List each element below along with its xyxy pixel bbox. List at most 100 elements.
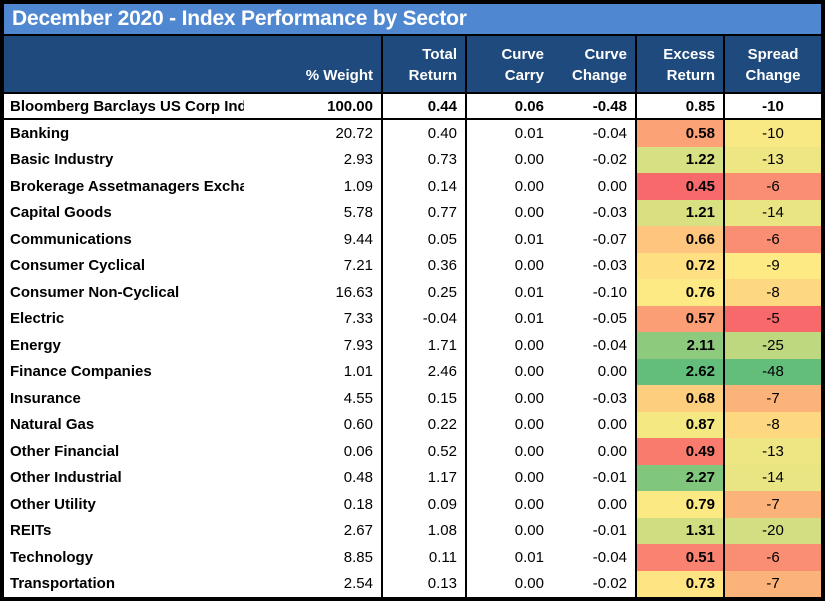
sector-row: Other Financial 0.06 0.52 0.00 0.00 0.49… (4, 438, 821, 465)
weight-value: 20.72 (244, 120, 383, 147)
sector-name: Capital Goods (10, 204, 112, 222)
excess-return-cell: 0.87 (637, 411, 725, 438)
weight-value: 8.85 (244, 544, 383, 571)
excess-return-cell: 2.11 (637, 332, 725, 359)
excess-return-cell: 0.72 (637, 252, 725, 279)
weight-header-label: % Weight (305, 67, 373, 85)
weight-value: 2.54 (244, 570, 383, 597)
curve-change-value: 0.00 (552, 173, 637, 200)
sector-name: Other Industrial (10, 469, 122, 487)
curve-carry-value: 0.01 (514, 548, 544, 566)
sector-name: Other Utility (10, 495, 96, 513)
total-return-value: 0.52 (383, 438, 467, 465)
index-weight-value: 100.00 (244, 94, 383, 118)
sector-row: Finance Companies 1.01 2.46 0.00 0.00 2.… (4, 358, 821, 385)
sector-row: Banking 20.72 0.40 0.01 -0.04 0.58 -10 (4, 120, 821, 147)
sector-row: Natural Gas 0.60 0.22 0.00 0.00 0.87 -8 (4, 411, 821, 438)
total-return-value: 0.73 (383, 146, 467, 173)
excess-return-cell: 0.49 (637, 438, 725, 465)
sector-row: Technology 8.85 0.11 0.01 -0.04 0.51 -6 (4, 544, 821, 571)
sector-name: Consumer Non-Cyclical (10, 283, 180, 301)
excess-return-cell: 0.68 (637, 385, 725, 412)
curve-change-value: -0.03 (552, 252, 637, 279)
total-return-value: 0.25 (383, 279, 467, 306)
sector-name: Finance Companies (10, 363, 152, 381)
weight-value: 7.93 (244, 332, 383, 359)
spread-change-cell: -20 (725, 517, 821, 544)
total-return-value: 0.11 (383, 544, 467, 571)
spread-change-cell: -7 (725, 570, 821, 597)
spread-change-cell: -6 (725, 544, 821, 571)
curve-change-value: -0.04 (552, 120, 637, 147)
curve-change-value: 0.00 (552, 358, 637, 385)
curve-carry-value: 0.01 (514, 124, 544, 142)
total-return-value: 2.46 (383, 358, 467, 385)
spread-change-cell: -8 (725, 411, 821, 438)
curve-carry-value: 0.00 (514, 416, 544, 434)
weight-column-header: % Weight (4, 36, 383, 92)
weight-value: 4.55 (244, 385, 383, 412)
spread-change-cell: -8 (725, 279, 821, 306)
total-return-value: 0.14 (383, 173, 467, 200)
sector-name: Brokerage Assetmanagers Exchanges (10, 177, 244, 195)
curve-carry-column-header: Curve Carry (501, 45, 544, 85)
sector-row: Other Industrial 0.48 1.17 0.00 -0.01 2.… (4, 464, 821, 491)
sector-row: REITs 2.67 1.08 0.00 -0.01 1.31 -20 (4, 517, 821, 544)
curve-carry-value: 0.00 (514, 336, 544, 354)
index-curve-carry-value: 0.06 (514, 97, 544, 115)
curve-change-value: -0.07 (552, 226, 637, 253)
sector-name: Basic Industry (10, 151, 114, 169)
curve-carry-value: 0.00 (514, 363, 544, 381)
curve-carry-value: 0.00 (514, 495, 544, 513)
spread-change-cell: -14 (725, 199, 821, 226)
curve-change-value: 0.00 (552, 411, 637, 438)
total-return-value: 1.17 (383, 464, 467, 491)
curve-carry-value: 0.01 (514, 283, 544, 301)
curve-change-value: -0.10 (552, 279, 637, 306)
total-return-value: 1.71 (383, 332, 467, 359)
excess-return-cell: 0.66 (637, 226, 725, 253)
sector-row: Brokerage Assetmanagers Exchanges 1.09 0… (4, 173, 821, 200)
excess-return-cell: 0.45 (637, 173, 725, 200)
total-return-value: 0.13 (383, 570, 467, 597)
curve-change-column-header: Curve Change (552, 36, 637, 92)
weight-value: 0.48 (244, 464, 383, 491)
sector-row: Consumer Non-Cyclical 16.63 0.25 0.01 -0… (4, 279, 821, 306)
spread-change-cell: -14 (725, 464, 821, 491)
sector-name: Other Financial (10, 442, 120, 460)
weight-value: 2.67 (244, 517, 383, 544)
sector-name: Technology (10, 548, 94, 566)
weight-value: 7.21 (244, 252, 383, 279)
curve-change-value: -0.03 (552, 199, 637, 226)
weight-value: 1.09 (244, 173, 383, 200)
total-return-value: 0.09 (383, 491, 467, 518)
spread-change-cell: -6 (725, 226, 821, 253)
excess-return-cell: 0.51 (637, 544, 725, 571)
spread-change-cell: -5 (725, 305, 821, 332)
weight-value: 7.33 (244, 305, 383, 332)
curve-carry-value: 0.00 (514, 575, 544, 593)
sector-name: Natural Gas (10, 416, 95, 434)
excess-return-cell: 1.21 (637, 199, 725, 226)
sector-row: Capital Goods 5.78 0.77 0.00 -0.03 1.21 … (4, 199, 821, 226)
weight-value: 5.78 (244, 199, 383, 226)
curve-change-value: 0.00 (552, 438, 637, 465)
spread-change-cell: -25 (725, 332, 821, 359)
curve-carry-value: 0.00 (514, 442, 544, 460)
spread-change-cell: -7 (725, 385, 821, 412)
excess-return-cell: 2.27 (637, 464, 725, 491)
spread-change-cell: -13 (725, 146, 821, 173)
curve-carry-value: 0.00 (514, 469, 544, 487)
excess-return-cell: 1.22 (637, 146, 725, 173)
weight-value: 16.63 (244, 279, 383, 306)
curve-change-value: -0.04 (552, 332, 637, 359)
sector-name: Energy (10, 336, 61, 354)
weight-value: 9.44 (244, 226, 383, 253)
index-excess-return-value: 0.85 (637, 94, 725, 118)
index-total-return-value: 0.44 (383, 94, 467, 118)
column-header-row: % Weight Total Return Curve Carry Curve … (4, 36, 821, 94)
sector-name: Consumer Cyclical (10, 257, 146, 275)
curve-change-value: -0.01 (552, 464, 637, 491)
sector-name: REITs (10, 522, 52, 540)
